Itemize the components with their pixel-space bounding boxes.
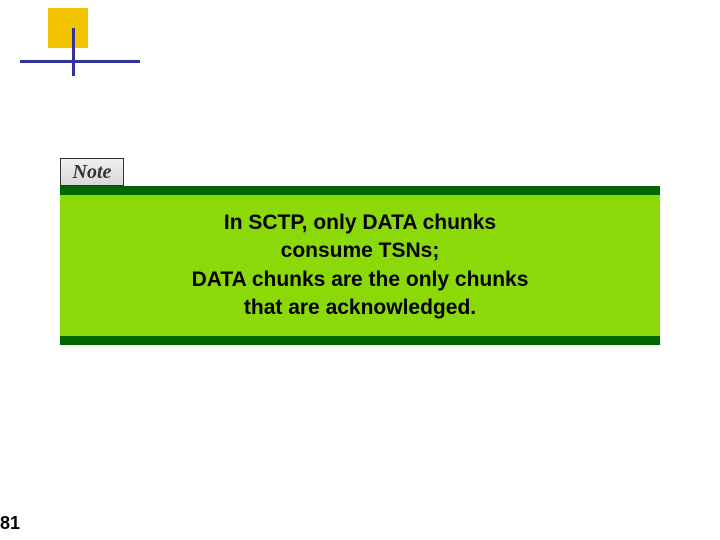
top-stripe	[60, 186, 660, 195]
note-label: Note	[73, 161, 112, 184]
decoration-horizontal-line	[20, 60, 140, 63]
content-line-1: In SCTP, only DATA chunks	[80, 209, 640, 237]
content-line-3: DATA chunks are the only chunks	[80, 266, 640, 294]
content-block: In SCTP, only DATA chunks consume TSNs; …	[60, 186, 660, 345]
note-label-box: Note	[60, 158, 124, 186]
content-line-2: consume TSNs;	[80, 237, 640, 265]
content-line-4: that are acknowledged.	[80, 294, 640, 322]
decoration-square	[48, 8, 88, 48]
decoration-vertical-line	[72, 28, 75, 76]
corner-decoration	[20, 8, 140, 68]
page-number: 81	[0, 513, 20, 534]
main-text-area: In SCTP, only DATA chunks consume TSNs; …	[60, 195, 660, 336]
bottom-stripe	[60, 336, 660, 345]
